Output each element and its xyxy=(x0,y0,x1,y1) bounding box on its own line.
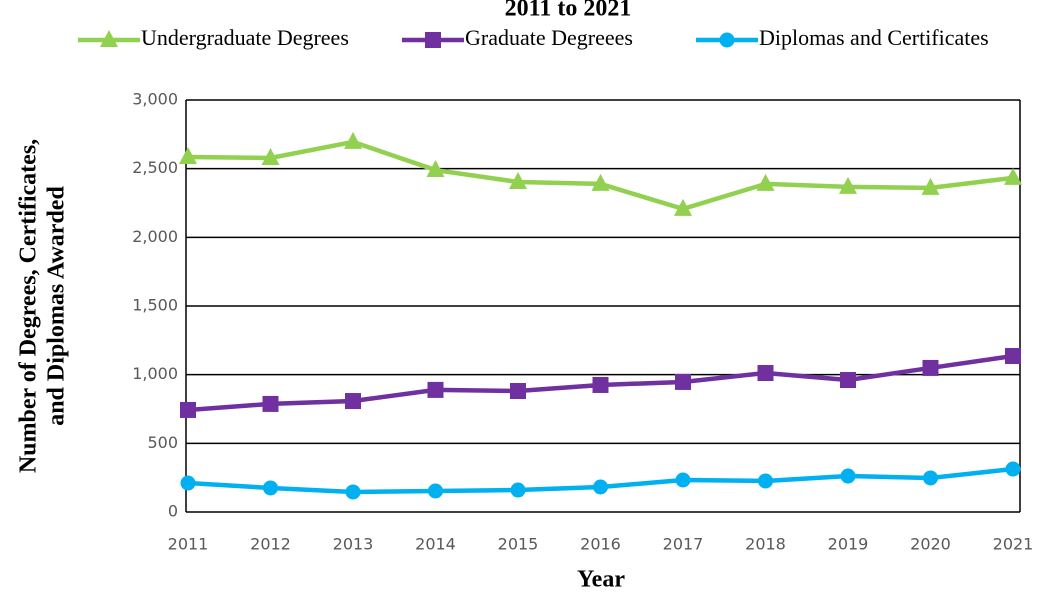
marker xyxy=(756,173,775,191)
x-tick-label: 2012 xyxy=(250,535,291,554)
y-tick-label: 2,000 xyxy=(132,227,178,246)
marker xyxy=(428,483,443,499)
y-tick-label: 0 xyxy=(168,502,178,521)
marker xyxy=(1005,461,1021,477)
marker xyxy=(675,472,691,488)
y-axis-title-line: and Diplomas Awarded xyxy=(44,186,70,426)
marker xyxy=(261,147,280,165)
marker xyxy=(592,376,609,393)
marker xyxy=(675,373,691,390)
marker xyxy=(840,372,856,389)
x-tick-label: 2021 xyxy=(993,535,1034,554)
marker xyxy=(591,173,610,191)
legend-label: Graduate Degreees xyxy=(465,25,633,50)
marker xyxy=(427,381,444,398)
marker xyxy=(922,359,939,376)
marker xyxy=(923,470,938,486)
legend-item: Graduate Degreees xyxy=(402,25,633,50)
x-tick-label: 2016 xyxy=(580,535,621,554)
marker xyxy=(345,393,361,410)
marker xyxy=(262,395,279,412)
x-tick-label: 2019 xyxy=(828,535,869,554)
marker xyxy=(758,473,773,489)
y-tick-label: 1,000 xyxy=(132,364,178,383)
legend-label: Undergraduate Degrees xyxy=(141,25,349,50)
y-axis-title: Number of Degrees, Certificates, and Dip… xyxy=(16,139,70,473)
x-tick-label: 2015 xyxy=(498,535,539,554)
marker xyxy=(426,160,445,178)
legend-marker xyxy=(719,32,735,48)
y-tick-label: 3,000 xyxy=(132,90,178,109)
marker xyxy=(263,480,278,496)
legend-item: Diplomas and Certificates xyxy=(696,25,989,50)
y-tick-label: 500 xyxy=(147,433,178,452)
y-tick-label: 1,500 xyxy=(132,296,178,315)
marker xyxy=(757,365,774,382)
marker xyxy=(921,177,940,195)
legend-marker xyxy=(100,30,118,47)
chart-title: 2011 to 2021 xyxy=(505,0,632,22)
legend-label: Diplomas and Certificates xyxy=(759,25,989,50)
marker xyxy=(840,468,856,484)
marker xyxy=(510,482,526,498)
y-tick-label: 2,500 xyxy=(132,158,178,177)
marker xyxy=(180,401,196,418)
x-tick-label: 2011 xyxy=(168,535,209,554)
x-tick-label: 2013 xyxy=(333,535,374,554)
marker xyxy=(345,484,361,500)
marker xyxy=(593,479,608,495)
legend-item: Undergraduate Degrees xyxy=(78,25,349,50)
marker xyxy=(180,475,196,491)
y-axis-title-line: Number of Degrees, Certificates, xyxy=(16,139,42,473)
marker xyxy=(509,171,527,189)
marker xyxy=(674,198,692,216)
marker xyxy=(1004,167,1022,185)
marker xyxy=(179,146,197,164)
marker xyxy=(344,131,362,149)
marker xyxy=(839,176,857,194)
legend-marker xyxy=(425,32,441,48)
x-tick-label: 2017 xyxy=(663,535,704,554)
marker xyxy=(510,383,526,400)
x-tick-label: 2014 xyxy=(415,535,456,554)
x-tick-label: 2018 xyxy=(745,535,786,554)
marker xyxy=(1005,347,1021,364)
x-tick-label: 2020 xyxy=(910,535,951,554)
x-axis-title: Year xyxy=(577,567,625,593)
